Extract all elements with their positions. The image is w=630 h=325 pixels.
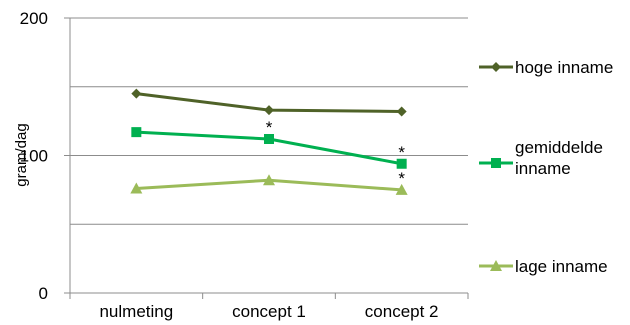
significance-marker: * (398, 143, 405, 162)
data-point-gemiddelde-inname-nulmeting (131, 127, 142, 138)
data-point-gemiddelde-inname-concept-2 (396, 158, 407, 169)
data-point-hoge-inname-nulmeting (131, 88, 142, 99)
data-point-hoge-inname-concept-2 (396, 106, 407, 117)
grid-lines (70, 17, 468, 225)
data-point-lage-inname-concept-1 (263, 174, 275, 186)
legend: hoge inname gemiddelde inname lage inname (479, 58, 613, 276)
x-tick-label-nulmeting: nulmeting (99, 302, 173, 321)
annotations: * * * (266, 118, 406, 188)
legend-item-gemiddelde-inname: gemiddelde inname (479, 138, 603, 178)
data-point-lage-inname-nulmeting (130, 182, 143, 194)
legend-item-hoge-inname: hoge inname (479, 58, 613, 77)
y-tick-label: 200 (20, 9, 48, 28)
legend-label: lage inname (515, 257, 608, 276)
series-hoge-inname (131, 88, 407, 117)
x-tick-label-concept-1: concept 1 (232, 302, 306, 321)
y-tick-labels: 0 100 200 (20, 9, 48, 303)
data-point-lage-inname-concept-2 (395, 183, 408, 195)
legend-marker-gemiddelde-inname (491, 158, 501, 168)
y-tick-label: 0 (39, 284, 48, 303)
legend-item-lage-inname: lage inname (479, 257, 608, 276)
y-tick-label: 100 (20, 147, 48, 166)
series-group (130, 88, 408, 195)
series-gemiddelde-inname (131, 127, 407, 169)
legend-marker-hoge-inname (491, 62, 501, 72)
data-point-hoge-inname-concept-1 (264, 105, 274, 116)
x-tick-label-concept-2: concept 2 (365, 302, 439, 321)
legend-label: gemiddelde inname (515, 138, 603, 178)
x-tick-labels: nulmeting concept 1 concept 2 (99, 302, 438, 321)
significance-marker: * (398, 169, 405, 188)
axes (64, 17, 469, 299)
series-lage-inname (130, 174, 408, 195)
legend-marker-lage-inname (490, 260, 502, 271)
data-point-gemiddelde-inname-concept-1 (264, 134, 274, 144)
significance-marker: * (266, 118, 273, 137)
legend-label: hoge inname (515, 58, 613, 77)
y-axis-title: gram/dag (13, 123, 30, 186)
